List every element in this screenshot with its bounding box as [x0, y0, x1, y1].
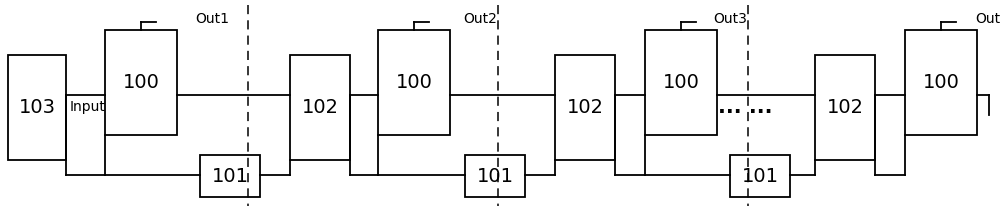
- Text: 100: 100: [396, 73, 432, 92]
- Bar: [555, 55, 615, 160]
- Text: Out3: Out3: [713, 12, 747, 26]
- Bar: [378, 30, 450, 135]
- Text: 100: 100: [663, 73, 699, 92]
- Text: Input: Input: [70, 100, 106, 114]
- Bar: [8, 55, 66, 160]
- Bar: [730, 155, 790, 197]
- Bar: [200, 155, 260, 197]
- Text: Out1: Out1: [195, 12, 229, 26]
- Text: 100: 100: [923, 73, 959, 92]
- Text: 101: 101: [477, 166, 514, 185]
- Text: 102: 102: [302, 98, 338, 117]
- Bar: [905, 30, 977, 135]
- Text: 101: 101: [212, 166, 248, 185]
- Text: ... ...: ... ...: [718, 97, 772, 117]
- Bar: [105, 30, 177, 135]
- Text: 103: 103: [18, 98, 56, 117]
- Text: 101: 101: [742, 166, 778, 185]
- Text: Out2: Out2: [463, 12, 497, 26]
- Text: 102: 102: [826, 98, 864, 117]
- Text: 100: 100: [123, 73, 159, 92]
- Bar: [465, 155, 525, 197]
- Bar: [290, 55, 350, 160]
- Bar: [815, 55, 875, 160]
- Text: 102: 102: [566, 98, 604, 117]
- Bar: [645, 30, 717, 135]
- Text: Outn: Outn: [975, 12, 1000, 26]
